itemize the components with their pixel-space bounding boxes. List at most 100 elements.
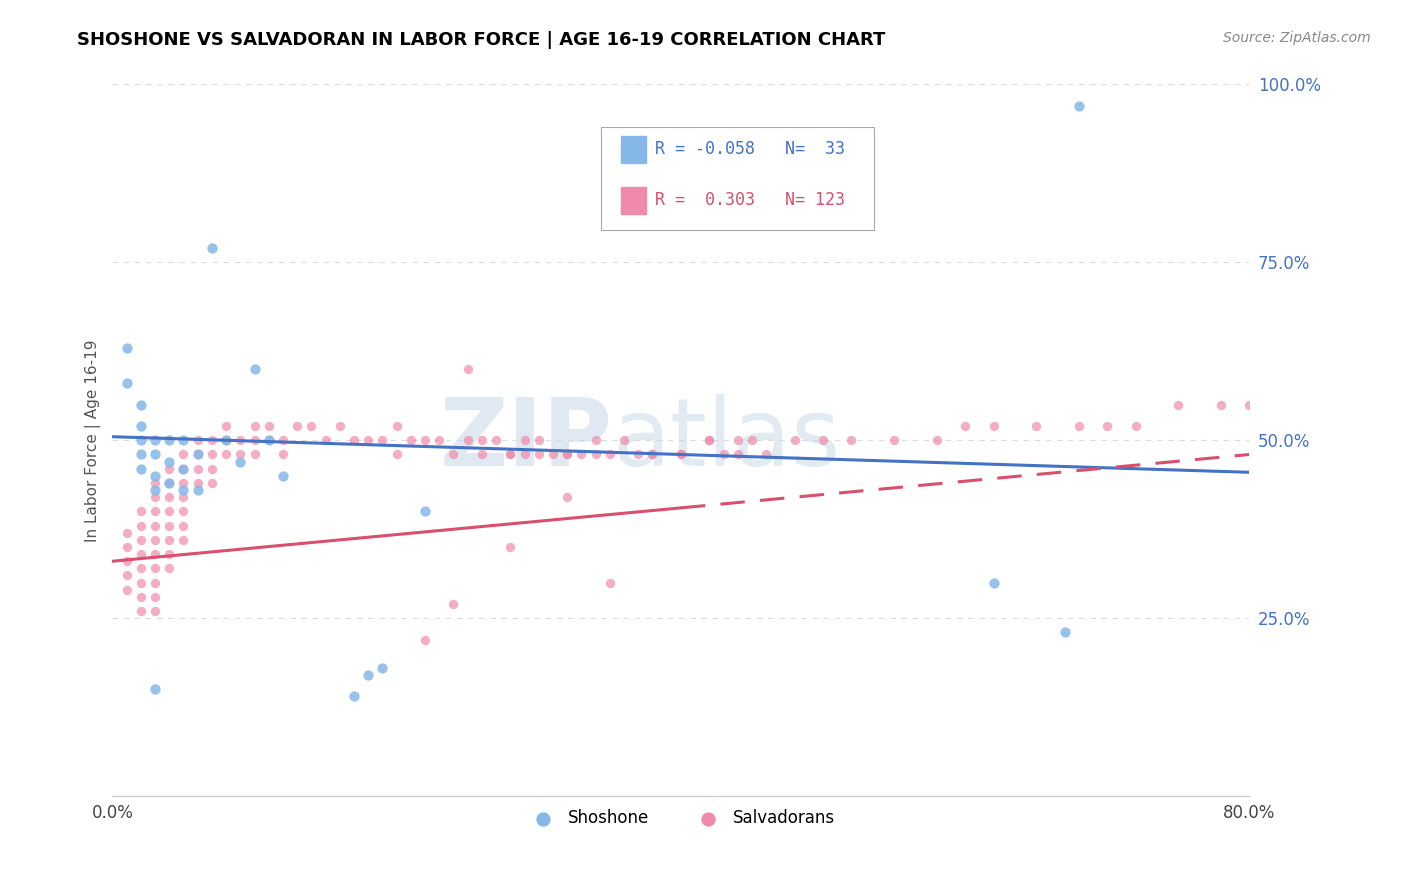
Point [201, 241, 224, 255]
Point [157, 533, 180, 547]
Legend: Shoshone, Salvadorans: Shoshone, Salvadorans [520, 803, 842, 834]
Point [201, 475, 224, 490]
Point [271, 468, 294, 483]
Point [157, 561, 180, 575]
Point [413, 632, 436, 647]
Point [555, 448, 578, 462]
Point [571, 448, 593, 462]
Point [811, 434, 834, 448]
Point [129, 461, 152, 475]
Point [357, 668, 380, 682]
Point [599, 448, 621, 462]
Point [243, 448, 266, 462]
Point [413, 434, 436, 448]
Point [271, 448, 294, 462]
Point [471, 448, 494, 462]
Point [143, 533, 166, 547]
Point [143, 504, 166, 518]
Point [129, 533, 152, 547]
Point [613, 434, 636, 448]
Point [129, 575, 152, 590]
Point [157, 490, 180, 504]
Point [143, 561, 166, 575]
Point [443, 448, 465, 462]
Point [143, 490, 166, 504]
Point [143, 590, 166, 604]
Text: atlas: atlas [613, 394, 841, 486]
Point [641, 448, 664, 462]
Point [499, 448, 522, 462]
Point [983, 419, 1005, 434]
Point [257, 419, 280, 434]
Point [215, 419, 238, 434]
Point [172, 434, 194, 448]
Point [499, 540, 522, 554]
Point [115, 341, 138, 355]
Point [883, 434, 905, 448]
Point [201, 434, 224, 448]
Bar [620, 136, 645, 162]
Point [129, 398, 152, 412]
Point [229, 455, 252, 469]
Point [585, 448, 607, 462]
FancyBboxPatch shape [602, 128, 875, 230]
Point [713, 448, 735, 462]
Point [371, 434, 394, 448]
Point [143, 434, 166, 448]
Point [457, 434, 479, 448]
Point [172, 448, 194, 462]
Point [172, 483, 194, 497]
Point [315, 434, 337, 448]
Point [669, 448, 692, 462]
Point [285, 419, 308, 434]
Point [143, 575, 166, 590]
Point [641, 448, 664, 462]
Point [783, 434, 806, 448]
Point [115, 540, 138, 554]
Point [243, 434, 266, 448]
Point [129, 504, 152, 518]
Point [925, 434, 948, 448]
Point [157, 475, 180, 490]
Point [741, 434, 763, 448]
Point [329, 419, 352, 434]
Point [172, 461, 194, 475]
Point [427, 434, 450, 448]
Point [115, 582, 138, 597]
Point [599, 575, 621, 590]
Point [187, 475, 209, 490]
Point [413, 504, 436, 518]
Point [157, 504, 180, 518]
Point [485, 434, 508, 448]
Point [385, 448, 408, 462]
Text: ZIP: ZIP [440, 394, 613, 486]
Point [1097, 419, 1119, 434]
Point [399, 434, 422, 448]
Point [143, 518, 166, 533]
Point [143, 547, 166, 561]
Point [229, 434, 252, 448]
Point [129, 419, 152, 434]
Point [215, 434, 238, 448]
Point [129, 561, 152, 575]
Point [983, 575, 1005, 590]
Point [172, 504, 194, 518]
Point [157, 475, 180, 490]
Point [187, 448, 209, 462]
Point [499, 448, 522, 462]
Point [585, 434, 607, 448]
Point [172, 533, 194, 547]
Point [115, 376, 138, 391]
Point [841, 434, 863, 448]
Bar [620, 187, 645, 214]
Point [1125, 419, 1147, 434]
Point [187, 434, 209, 448]
Point [627, 448, 650, 462]
Point [157, 547, 180, 561]
Point [357, 434, 380, 448]
Point [513, 448, 536, 462]
Point [953, 419, 976, 434]
Point [555, 448, 578, 462]
Point [115, 568, 138, 582]
Point [727, 448, 749, 462]
